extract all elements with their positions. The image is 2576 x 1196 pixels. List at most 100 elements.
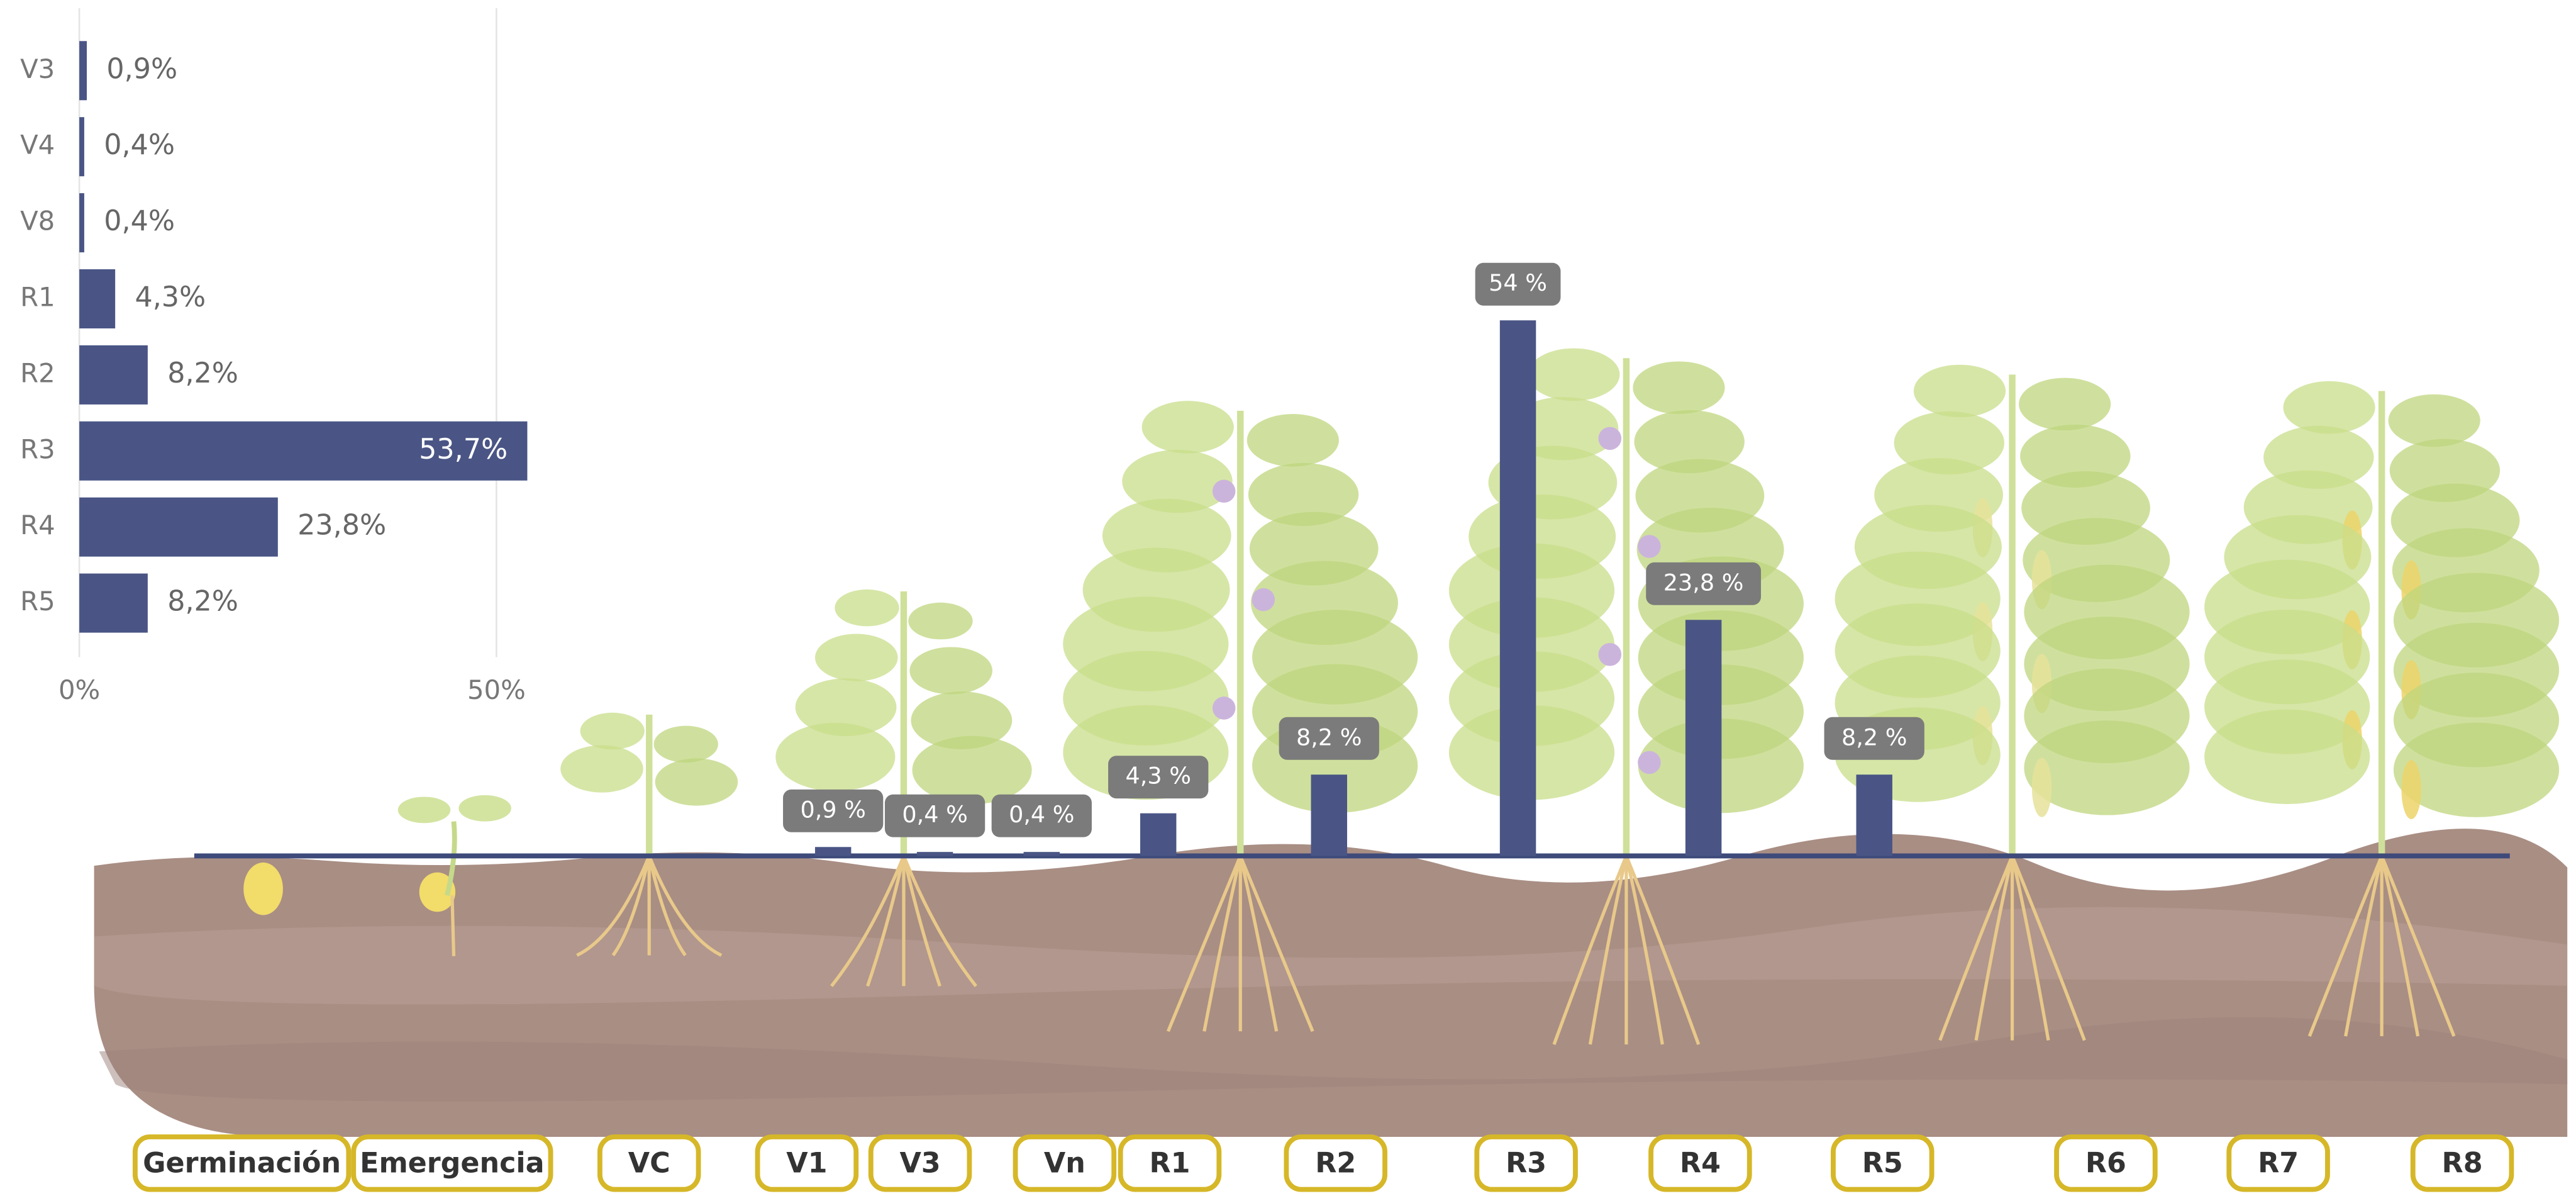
value-label: 23,8 % bbox=[1663, 569, 1744, 596]
root bbox=[2011, 855, 2086, 1041]
x-tick-label: 50% bbox=[467, 674, 526, 705]
stage-label-box bbox=[2054, 1134, 2158, 1192]
bar bbox=[1023, 852, 1060, 856]
root bbox=[647, 855, 687, 956]
flower bbox=[1212, 696, 1236, 720]
flower bbox=[1638, 535, 1661, 558]
x-tick-label: Emergencia bbox=[360, 1147, 544, 1179]
stage-label-box bbox=[1013, 1134, 1117, 1192]
stage-bar-chart: Germinación Emergencia VC V1 0,9 % V3 0,4 % Vn 0… bbox=[132, 262, 2514, 1192]
value-label-box bbox=[1475, 262, 1561, 306]
bar bbox=[1499, 320, 1536, 856]
x-tick-label: R1 bbox=[1149, 1147, 1190, 1179]
y-tick-label: R2 bbox=[20, 357, 55, 388]
value-label: 4,3% bbox=[135, 281, 206, 313]
root bbox=[2380, 855, 2456, 1037]
value-label: 0,4 % bbox=[1009, 801, 1074, 828]
leaf bbox=[2283, 381, 2375, 434]
flower bbox=[1212, 479, 1236, 503]
soil-layer bbox=[99, 1017, 2568, 1102]
root bbox=[866, 855, 906, 987]
x-tick-label: VC bbox=[628, 1147, 670, 1179]
leaf bbox=[560, 745, 643, 793]
bar bbox=[79, 117, 84, 177]
stage-label-box bbox=[868, 1134, 972, 1192]
x-tick-label: R8 bbox=[2442, 1147, 2483, 1179]
leaf bbox=[2388, 394, 2480, 447]
leaf bbox=[1894, 411, 2005, 475]
y-tick-label: V8 bbox=[20, 206, 55, 237]
root bbox=[2307, 855, 2384, 1037]
leaf bbox=[458, 795, 511, 822]
leaf bbox=[2024, 720, 2190, 815]
leaf bbox=[1122, 449, 1233, 513]
value-label: 0,9% bbox=[106, 53, 177, 85]
x-tick-label: Germinación bbox=[143, 1147, 341, 1179]
value-label-box bbox=[1108, 756, 1209, 799]
leaf bbox=[911, 691, 1013, 749]
root bbox=[1624, 855, 1664, 1045]
leaf bbox=[2019, 377, 2111, 431]
pod bbox=[2031, 757, 2052, 817]
leaf bbox=[655, 758, 738, 806]
pod bbox=[2401, 760, 2421, 820]
leaf bbox=[653, 725, 718, 763]
bar bbox=[1311, 774, 1348, 856]
value-label: 0,4% bbox=[104, 205, 175, 237]
stage-label-box bbox=[1648, 1134, 1752, 1192]
leaf bbox=[1248, 462, 1359, 527]
bar bbox=[79, 193, 84, 253]
value-label: 4,3 % bbox=[1125, 763, 1191, 790]
leaf bbox=[2020, 424, 2131, 488]
leaf bbox=[1633, 361, 1725, 415]
stage-label-box bbox=[755, 1134, 859, 1192]
value-label: 8,2% bbox=[167, 357, 238, 389]
bar bbox=[1140, 813, 1177, 856]
stage-label-box bbox=[2226, 1134, 2330, 1192]
value-label-box bbox=[884, 794, 985, 837]
stage-label-box bbox=[597, 1134, 701, 1192]
illustration bbox=[94, 829, 2568, 1137]
leaf bbox=[835, 589, 899, 627]
stage-label-box bbox=[2410, 1134, 2514, 1192]
seed bbox=[243, 862, 283, 915]
leaf bbox=[909, 647, 992, 695]
leaf bbox=[908, 602, 973, 640]
stage-label-box bbox=[1118, 1134, 1222, 1192]
root bbox=[1938, 855, 2014, 1041]
stage-label-box bbox=[132, 1134, 352, 1192]
root bbox=[1624, 855, 1701, 1046]
root bbox=[1202, 855, 1242, 1032]
soil-layer bbox=[94, 907, 2568, 1005]
x-tick-label: 0% bbox=[58, 674, 100, 705]
value-label: 0,9 % bbox=[800, 796, 865, 823]
leaf bbox=[397, 796, 451, 824]
leaf bbox=[795, 678, 897, 737]
value-label: 8,2% bbox=[167, 586, 238, 618]
flower bbox=[1252, 588, 1275, 612]
stage-label-box bbox=[1284, 1134, 1387, 1192]
root bbox=[1974, 855, 2014, 1041]
bar bbox=[1856, 774, 1892, 856]
value-label-box bbox=[783, 789, 884, 832]
seed bbox=[419, 872, 456, 912]
value-label: 54 % bbox=[1489, 269, 1547, 296]
x-tick-label: V3 bbox=[899, 1147, 940, 1179]
value-label-box bbox=[1646, 562, 1762, 605]
root bbox=[2380, 855, 2420, 1037]
root bbox=[902, 855, 941, 987]
leaf bbox=[1141, 401, 1234, 454]
stage-label-box bbox=[1831, 1134, 1935, 1192]
stage-distribution-chart: 0% 50% V3 0,9% V4 0,4% V8 0,4% R1 4,3% R2 8,2% R3 53,… bbox=[20, 8, 528, 705]
leaf bbox=[1246, 414, 1339, 467]
value-label: 0,4 % bbox=[902, 801, 967, 828]
x-tick-label: V1 bbox=[786, 1147, 827, 1179]
root bbox=[2011, 855, 2050, 1041]
leaf bbox=[814, 634, 898, 681]
root bbox=[647, 855, 723, 957]
leaf bbox=[775, 722, 896, 791]
root bbox=[1552, 855, 1628, 1046]
leaf bbox=[2204, 709, 2370, 805]
